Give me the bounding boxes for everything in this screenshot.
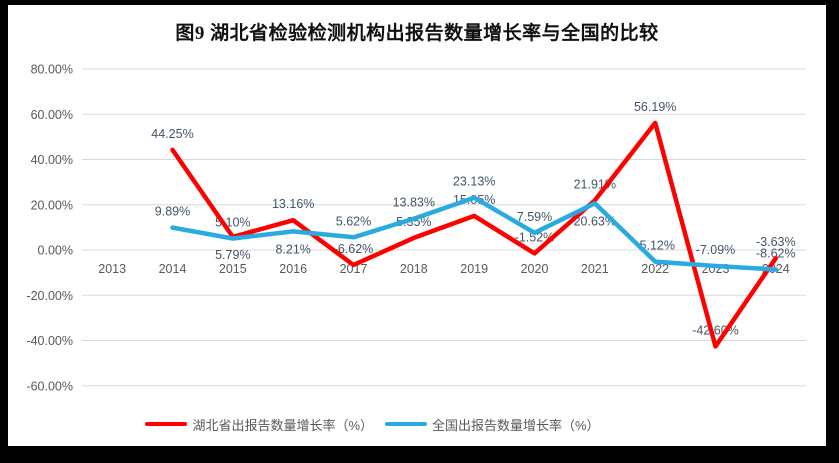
x-tick-label: 2013: [98, 262, 126, 276]
x-tick-label: 2016: [279, 262, 307, 276]
x-tick-label: 2019: [460, 262, 488, 276]
x-tick-label: 2020: [521, 262, 549, 276]
data-label: 5.35%: [396, 215, 431, 229]
legend-swatch-national-icon: [385, 421, 427, 427]
data-label: 9.89%: [155, 205, 190, 219]
x-tick-label: 2014: [159, 262, 187, 276]
y-tick-label: 80.00%: [31, 63, 73, 77]
legend-label-hubei: 湖北省出报告数量增长率（%）: [192, 417, 373, 433]
legend-item-national: 全国出报告数量增长率（%）: [385, 415, 600, 434]
data-label: 44.25%: [151, 127, 193, 141]
x-tick-label: 2018: [400, 262, 428, 276]
data-label: 13.83%: [393, 196, 435, 210]
data-label: 8.21%: [275, 242, 310, 256]
x-tick-label: 2017: [340, 262, 368, 276]
data-label: -7.09%: [696, 243, 736, 257]
y-tick-label: 0.00%: [38, 244, 73, 258]
y-tick-label: -20.00%: [26, 289, 73, 303]
data-label: 5.62%: [336, 214, 371, 228]
data-label: -6.62%: [334, 242, 374, 256]
data-label: 23.13%: [453, 175, 495, 189]
data-label: -3.63%: [756, 235, 796, 249]
y-tick-label: 20.00%: [31, 198, 73, 212]
chart-canvas: 图9 湖北省检验检测机构出报告数量增长率与全国的比较: [8, 5, 826, 446]
data-label: 5.79%: [215, 248, 250, 262]
data-label: -8.62%: [756, 247, 796, 261]
y-tick-label: 60.00%: [31, 108, 73, 122]
data-label: 13.16%: [272, 197, 314, 211]
chart-title: 图9 湖北省检验检测机构出报告数量增长率与全国的比较: [175, 23, 659, 44]
data-label: 56.19%: [634, 100, 676, 114]
x-tick-label: 2021: [581, 262, 609, 276]
y-tick-label: -40.00%: [26, 334, 73, 348]
y-tick-label: -60.00%: [26, 379, 73, 393]
data-label: 20.63%: [574, 214, 616, 228]
legend-item-hubei: 湖北省出报告数量增长率（%）: [145, 415, 373, 434]
series-line-national: [170, 195, 779, 272]
y-tick-label: 40.00%: [31, 153, 73, 167]
data-label: 7.59%: [517, 210, 552, 224]
series-line-hubei: [170, 120, 779, 349]
x-tick-label: 2022: [641, 262, 669, 276]
data-label: -1.52%: [515, 230, 555, 244]
legend: 湖北省出报告数量增长率（%） 全国出报告数量增长率（%）: [0, 415, 745, 433]
legend-swatch-hubei-icon: [145, 421, 188, 427]
legend-label-national: 全国出报告数量增长率（%）: [432, 417, 600, 433]
x-tick-label: 2015: [219, 262, 247, 276]
